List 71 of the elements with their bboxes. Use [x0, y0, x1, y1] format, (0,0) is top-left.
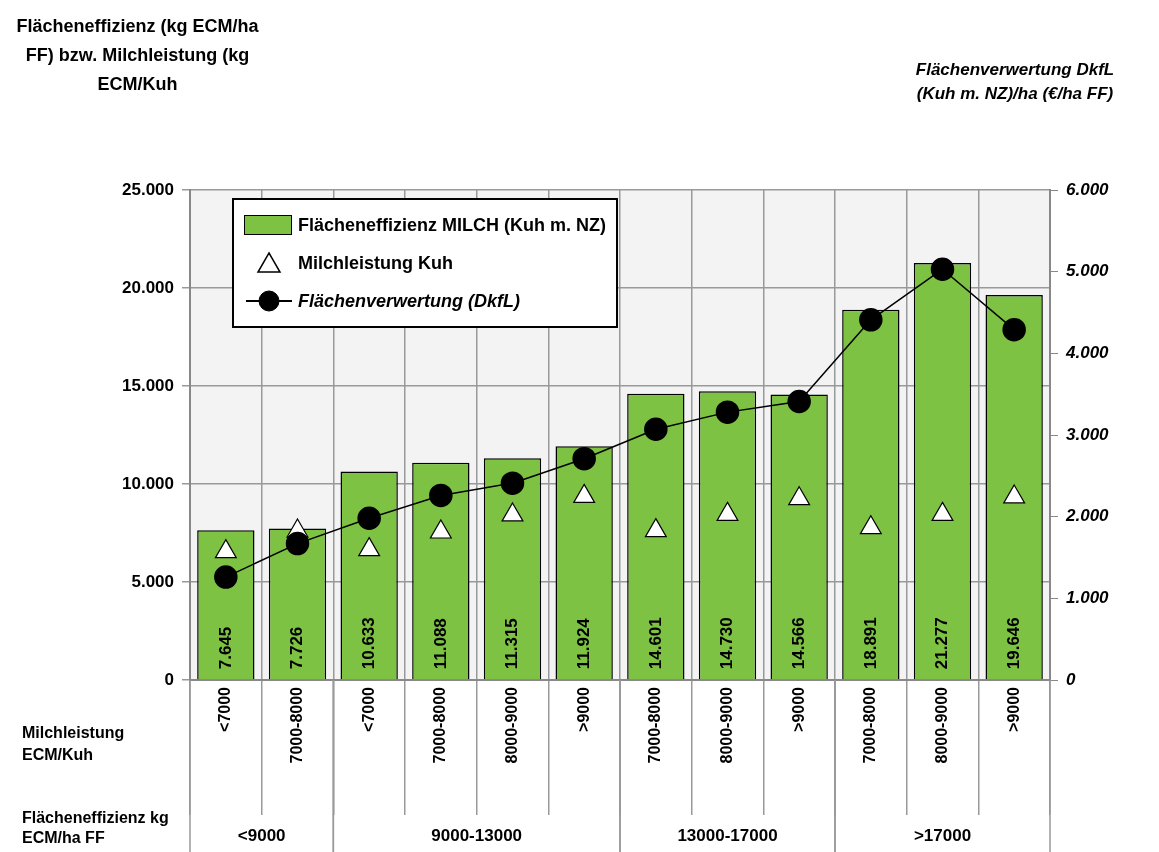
point	[429, 483, 453, 508]
point	[859, 515, 882, 535]
y2-tick-label: 3.000	[1066, 424, 1110, 444]
data-label: 11.315	[502, 618, 522, 670]
point	[715, 400, 740, 424]
y2-tick-label: 5.000	[1066, 261, 1110, 281]
x-tick-label: >9000	[789, 686, 807, 732]
point	[930, 257, 955, 281]
point	[644, 518, 667, 538]
x-tick-label: >9000	[1004, 686, 1022, 732]
text: 13000-17000	[677, 825, 778, 845]
point	[716, 501, 739, 521]
point	[573, 483, 596, 503]
point	[500, 471, 525, 495]
y-tick-label: 5.000	[131, 571, 174, 591]
x-tick-label: 8000-9000	[932, 686, 950, 764]
data-label: 7.726	[287, 626, 307, 670]
point	[572, 446, 596, 471]
point	[285, 531, 310, 556]
x-tick-label: 8000-9000	[502, 686, 520, 764]
data-label: 10.633	[358, 617, 378, 670]
data-label: 11.924	[573, 617, 593, 670]
y-tick-label: 0	[164, 669, 174, 689]
y2-tick-label: 2.000	[1065, 506, 1110, 526]
data-label: 21.277	[932, 617, 952, 670]
point	[429, 519, 452, 539]
x-tick-label: 8000-9000	[717, 686, 735, 764]
point	[644, 417, 668, 442]
x-tick-label: 7000-8000	[646, 686, 664, 764]
x-tick-label: >9000	[574, 686, 592, 732]
text: >17000	[913, 825, 972, 845]
data-label: 14.730	[717, 617, 737, 670]
text: Flächeneffizienz kg ECM/ha FF	[22, 808, 170, 848]
data-label: 14.601	[645, 617, 665, 670]
point	[1003, 484, 1026, 504]
y2-tick-label: 6.000	[1066, 179, 1110, 199]
y2-axis-title: Flächenverwertung DkfL (Kuh m. NZ)/ha (€/ha FF)	[914, 59, 1116, 105]
legend-label: Flächenverwertung (DkfL)	[298, 290, 521, 312]
y-tick-label: 10.000	[122, 473, 174, 493]
point	[788, 486, 811, 506]
x-tick-label: <7000	[359, 686, 377, 732]
data-label: 19.646	[1003, 617, 1023, 670]
legend-label: Flächeneffizienz MILCH (Kuh m. NZ)	[298, 214, 606, 236]
point	[859, 308, 883, 332]
y2-tick-label: 1.000	[1066, 588, 1110, 608]
y-tick-label: 20.000	[122, 277, 174, 297]
y-tick-label: 15.000	[122, 375, 174, 395]
point	[357, 506, 381, 531]
y-axis-title: Flächeneffizienz (kg ECM/ha FF) bzw. Milchleistung (kg ECM/Kuh	[15, 15, 260, 96]
x-axis-title: Milchleistung ECM/Kuh	[22, 723, 126, 765]
x-tick-label: 7000-8000	[861, 686, 879, 764]
y2-tick-label: 0	[1066, 669, 1076, 689]
x-tick-label: <7000	[216, 686, 234, 732]
point	[1002, 317, 1026, 342]
x-tick-label: 7000-8000	[431, 686, 449, 764]
data-label: 7.645	[215, 626, 235, 670]
data-label: 18.891	[860, 617, 880, 670]
y-tick-label: 25.000	[122, 179, 174, 199]
point	[214, 565, 238, 589]
legend-label: Milchleistung Kuh	[298, 252, 453, 274]
data-label: 14.566	[788, 617, 808, 670]
text: 9000-13000	[431, 825, 523, 845]
point	[787, 389, 811, 414]
point	[358, 537, 381, 557]
y2-tick-label: 4.000	[1065, 343, 1110, 363]
data-label: 11.088	[430, 618, 450, 670]
point	[931, 501, 954, 521]
text: <9000	[237, 825, 286, 845]
point	[501, 502, 524, 522]
point	[214, 539, 237, 559]
x-tick-label: 7000-8000	[287, 686, 305, 764]
